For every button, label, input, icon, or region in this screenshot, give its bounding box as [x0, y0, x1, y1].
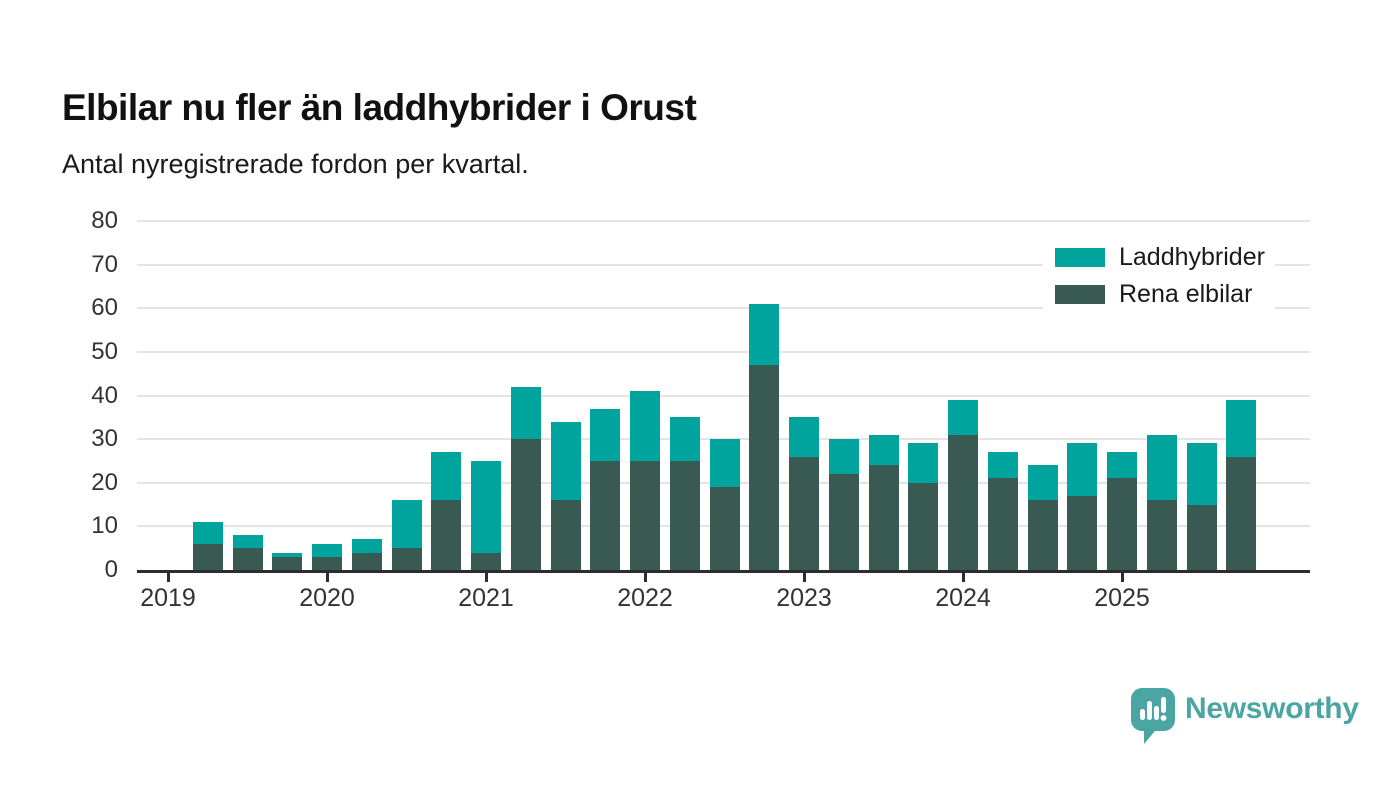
x-axis-tick-label: 2024 [935, 584, 991, 612]
bar-segment-laddhybrider [1027, 465, 1058, 501]
y-axis-tick-label: 70 [91, 250, 118, 278]
bar-segment-rena-elbilar [510, 439, 541, 570]
bar-segment-rena-elbilar [1226, 456, 1257, 570]
bar-segment-rena-elbilar [1067, 495, 1098, 570]
legend-item: Laddhybrider [1055, 243, 1265, 272]
bar-segment-laddhybrider [431, 452, 462, 501]
bar-segment-laddhybrider [1186, 443, 1217, 505]
bar-segment-rena-elbilar [789, 456, 819, 570]
bar-segment-laddhybrider [669, 417, 700, 461]
bar-segment-rena-elbilar [709, 487, 740, 570]
bar-segment-rena-elbilar [192, 543, 223, 570]
bar-segment-rena-elbilar [232, 548, 263, 570]
bar-segment-laddhybrider [709, 439, 740, 488]
bar-segment-rena-elbilar [908, 482, 939, 570]
y-axis-tick-label: 60 [91, 294, 118, 322]
brand-name: Newsworthy [1185, 692, 1359, 725]
x-axis-tick [485, 573, 488, 582]
legend-item: Rena elbilar [1055, 279, 1265, 309]
bar-segment-rena-elbilar [669, 460, 700, 570]
x-axis-tick-label: 2023 [776, 584, 832, 612]
bar-segment-laddhybrider [868, 434, 899, 466]
y-axis-tick-label: 50 [91, 337, 118, 365]
bar-segment-laddhybrider [987, 452, 1018, 479]
bar-segment-laddhybrider [828, 439, 859, 475]
x-axis-line [137, 570, 1310, 573]
bar-segment-laddhybrider [1226, 399, 1257, 457]
bar-segment-rena-elbilar [987, 478, 1018, 570]
newsworthy-logo: Newsworthy [1131, 688, 1359, 745]
chart-title: Elbilar nu fler än laddhybrider i Orust [62, 86, 697, 128]
bar-segment-rena-elbilar [391, 548, 422, 570]
bar-segment-laddhybrider [1107, 452, 1137, 479]
bar-segment-laddhybrider [510, 386, 541, 440]
bar-segment-rena-elbilar [550, 500, 581, 570]
x-axis-tick-label: 2021 [458, 584, 514, 612]
x-axis-tick-label: 2020 [299, 584, 355, 612]
bar-segment-rena-elbilar [828, 474, 859, 570]
bar-segment-rena-elbilar [948, 434, 978, 570]
gridline [137, 350, 1310, 353]
x-axis-tick-label: 2019 [140, 584, 196, 612]
newsworthy-speech-bubble-bar-chart-icon [1131, 688, 1175, 744]
x-axis-tick-label: 2022 [617, 584, 673, 612]
bar-segment-rena-elbilar [1027, 500, 1058, 570]
bar-segment-laddhybrider [192, 522, 223, 544]
y-axis-tick-label: 10 [91, 512, 118, 540]
bar-segment-laddhybrider [948, 399, 978, 435]
bar-segment-laddhybrider [908, 443, 939, 483]
x-axis-tick [326, 573, 329, 582]
x-axis-tick [803, 573, 806, 582]
y-axis-tick-label: 80 [91, 207, 118, 234]
bar-segment-laddhybrider [471, 460, 501, 553]
bar-segment-laddhybrider [1067, 443, 1098, 496]
bar-segment-laddhybrider [789, 417, 819, 457]
chart-subtitle: Antal nyregistrerade fordon per kvartal. [62, 149, 529, 179]
bar-segment-rena-elbilar [1146, 500, 1177, 570]
x-axis-tick [962, 573, 965, 582]
bar-segment-laddhybrider [1146, 434, 1177, 501]
bar-segment-rena-elbilar [1186, 504, 1217, 570]
bar-segment-laddhybrider [749, 303, 780, 365]
y-axis-tick-label: 0 [104, 556, 118, 583]
y-axis-tick-label: 30 [91, 425, 118, 453]
bar-segment-laddhybrider [550, 421, 581, 501]
bar-segment-rena-elbilar [351, 552, 382, 570]
x-axis-tick-label: 2025 [1094, 584, 1150, 612]
x-axis-tick [167, 573, 170, 582]
bar-segment-rena-elbilar [272, 556, 303, 570]
bar-segment-laddhybrider [232, 535, 263, 549]
legend-swatch [1055, 248, 1105, 268]
bar-segment-rena-elbilar [630, 460, 660, 570]
gridline [137, 307, 1310, 310]
bar-segment-laddhybrider [590, 408, 621, 461]
y-axis-tick-label: 40 [91, 381, 118, 409]
legend-swatch [1055, 284, 1105, 304]
bar-segment-laddhybrider [312, 543, 342, 557]
bar-segment-rena-elbilar [471, 552, 501, 570]
gridline [137, 220, 1310, 222]
legend-label: Rena elbilar [1119, 279, 1253, 308]
bar-segment-rena-elbilar [868, 465, 899, 570]
bar-segment-rena-elbilar [431, 500, 462, 570]
gridline [137, 394, 1310, 397]
x-axis-tick [1121, 573, 1124, 582]
bar-segment-rena-elbilar [1107, 478, 1137, 570]
legend-label: Laddhybrider [1119, 243, 1265, 271]
bar-segment-laddhybrider [391, 500, 422, 549]
bar-segment-rena-elbilar [590, 460, 621, 570]
bar-segment-laddhybrider [630, 391, 660, 461]
x-axis-tick [644, 573, 647, 582]
bar-segment-rena-elbilar [312, 556, 342, 570]
bar-segment-laddhybrider [272, 552, 303, 557]
gridline [137, 263, 1310, 266]
y-axis-tick-label: 20 [91, 468, 118, 496]
chart-legend: Laddhybrider Rena elbilar [1043, 238, 1275, 316]
bar-segment-laddhybrider [351, 539, 382, 553]
bar-segment-rena-elbilar [749, 364, 780, 570]
